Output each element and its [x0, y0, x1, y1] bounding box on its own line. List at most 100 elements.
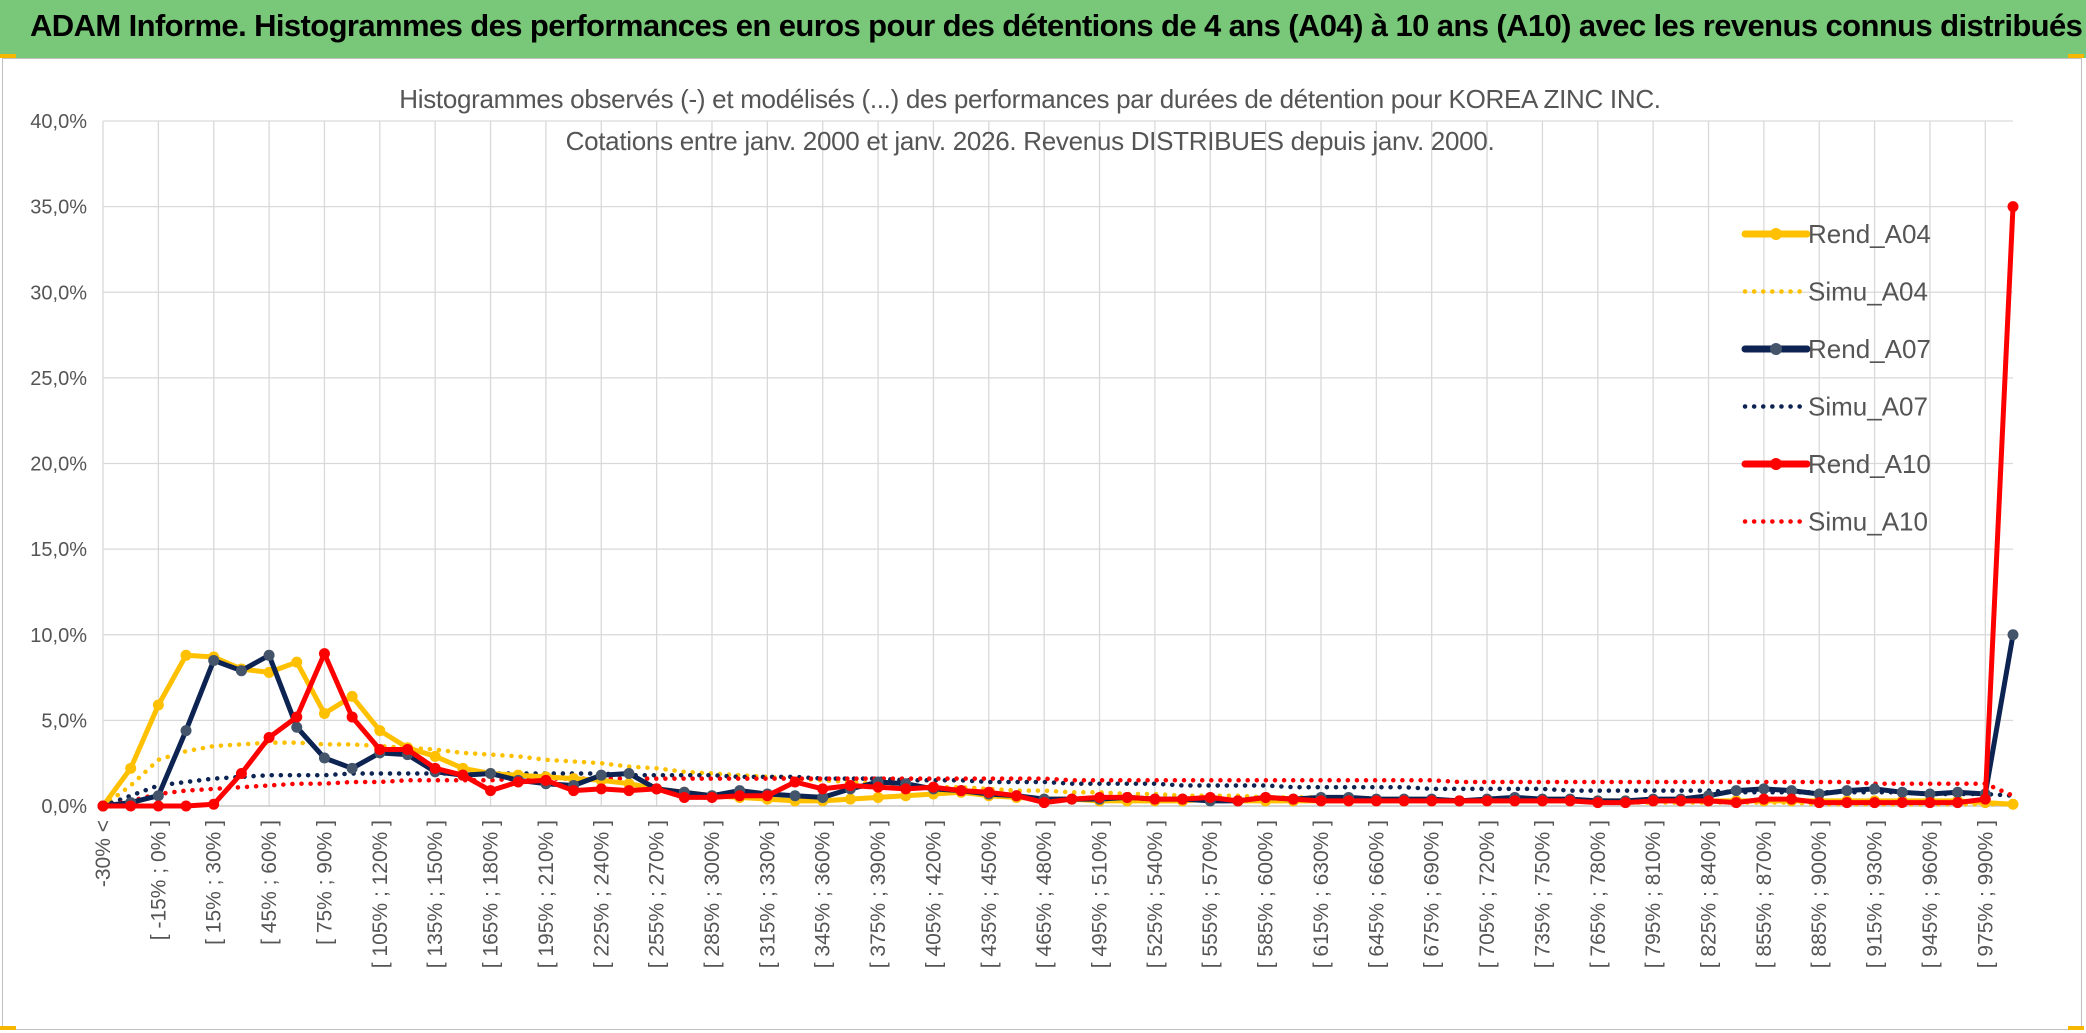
data-point-rend_a07: [152, 790, 164, 802]
x-tick-label: [ 435% ; 450% ]: [978, 820, 1001, 968]
data-point-rend_a07: [1952, 786, 1964, 798]
data-point-rend_a10: [872, 781, 884, 793]
legend-marker: [1770, 228, 1782, 240]
data-point-rend_a10: [844, 779, 856, 791]
data-point-rend_a07: [623, 767, 635, 779]
data-point-rend_a07: [235, 665, 247, 677]
x-tick-label: [ 975% ; 990% ]: [1974, 820, 1997, 968]
frame-corner: [0, 54, 16, 58]
data-point-rend_a10: [1675, 795, 1687, 807]
legend-marker: [1770, 343, 1782, 355]
legend-label: Rend_A10: [1808, 449, 1931, 479]
data-point-rend_a04: [291, 656, 303, 668]
data-point-rend_a10: [1038, 797, 1050, 809]
x-tick-label: [ 15% ; 30% ]: [203, 820, 226, 945]
data-point-rend_a07: [485, 767, 497, 779]
data-point-rend_a07: [318, 752, 330, 764]
data-point-rend_a07: [180, 725, 192, 737]
x-tick-label: -30% <: [92, 820, 115, 887]
x-tick-label: [ 345% ; 360% ]: [812, 820, 835, 968]
x-tick-label: [ 255% ; 270% ]: [646, 820, 669, 968]
legend-label: Simu_A10: [1808, 507, 1928, 537]
data-point-rend_a10: [568, 785, 580, 797]
data-point-rend_a10: [512, 776, 524, 788]
data-point-rend_a10: [1204, 791, 1216, 803]
data-point-rend_a10: [1066, 793, 1078, 805]
data-point-rend_a04: [318, 708, 330, 720]
data-point-rend_a07: [208, 654, 220, 666]
x-tick-label: [ 165% ; 180% ]: [480, 820, 503, 968]
x-tick-label: [ 285% ; 300% ]: [701, 820, 724, 968]
chart-title: Histogrammes observés (-) et modélisés (…: [399, 84, 1661, 114]
y-tick-label: 15,0%: [30, 539, 87, 561]
frame-corner: [2068, 1026, 2084, 1030]
data-point-rend_a04: [263, 666, 275, 678]
data-point-rend_a10: [346, 711, 358, 723]
data-point-rend_a07: [1786, 785, 1798, 797]
data-point-rend_a07: [291, 721, 303, 733]
x-tick-label: [ 795% ; 810% ]: [1642, 820, 1665, 968]
data-point-rend_a10: [1426, 795, 1438, 807]
y-axis: 0,0% 5,0% 10,0% 15,0% 20,0% 25,0% 30,0% 35,0% 40…: [30, 111, 87, 818]
data-point-rend_a10: [1952, 797, 1964, 809]
data-point-rend_a10: [789, 776, 801, 788]
data-point-rend_a10: [1370, 795, 1382, 807]
data-point-rend_a04: [152, 699, 164, 711]
data-point-rend_a10: [152, 800, 164, 812]
data-point-rend_a10: [1786, 793, 1798, 805]
data-point-rend_a10: [1564, 795, 1576, 807]
data-point-rend_a10: [983, 786, 995, 798]
data-point-rend_a10: [180, 800, 192, 812]
y-tick-label: 5,0%: [41, 710, 87, 732]
data-point-rend_a10: [1315, 795, 1327, 807]
data-point-rend_a07: [1813, 788, 1825, 800]
data-point-rend_a04: [429, 750, 441, 762]
x-tick-label: [ 405% ; 420% ]: [922, 820, 945, 968]
data-point-rend_a04: [844, 793, 856, 805]
data-point-rend_a10: [706, 791, 718, 803]
data-point-rend_a10: [429, 762, 441, 774]
data-point-rend_a07: [346, 762, 358, 774]
data-point-rend_a10: [1592, 797, 1604, 809]
data-point-rend_a10: [1979, 793, 1991, 805]
data-point-rend_a10: [125, 800, 137, 812]
data-point-rend_a10: [1343, 795, 1355, 807]
x-tick-label: [ 765% ; 780% ]: [1587, 820, 1610, 968]
data-point-rend_a10: [1121, 791, 1133, 803]
data-point-rend_a10: [457, 769, 469, 781]
x-tick-label: [ 915% ; 930% ]: [1864, 820, 1887, 968]
data-point-rend_a10: [1260, 791, 1272, 803]
data-point-rend_a10: [900, 783, 912, 795]
data-point-rend_a10: [595, 783, 607, 795]
y-tick-label: 30,0%: [30, 282, 87, 304]
x-tick-label: [ 105% ; 120% ]: [369, 820, 392, 968]
series-group: [97, 201, 2019, 812]
y-tick-label: 10,0%: [30, 625, 87, 647]
data-point-rend_a04: [346, 690, 358, 702]
data-point-rend_a10: [1647, 795, 1659, 807]
data-point-rend_a07: [1869, 783, 1881, 795]
y-tick-label: 0,0%: [41, 796, 87, 818]
data-point-rend_a10: [1758, 793, 1770, 805]
series-line-rend_a10: [100, 204, 2016, 809]
frame-corner: [2068, 54, 2084, 58]
legend-label: Rend_A07: [1808, 334, 1931, 364]
data-point-rend_a10: [623, 785, 635, 797]
data-point-rend_a10: [1149, 793, 1161, 805]
data-point-rend_a10: [401, 743, 413, 755]
data-point-rend_a10: [761, 790, 773, 802]
x-tick-label: [ 375% ; 390% ]: [867, 820, 890, 968]
x-tick-label: [ -15% ; 0% ]: [147, 820, 170, 940]
data-point-rend_a10: [1177, 793, 1189, 805]
y-tick-label: 40,0%: [30, 111, 87, 133]
data-point-rend_a07: [1924, 788, 1936, 800]
data-point-rend_a10: [263, 732, 275, 743]
x-tick-label: [ 645% ; 660% ]: [1365, 820, 1388, 968]
x-tick-label: [ 555% ; 570% ]: [1199, 820, 1222, 968]
x-tick-label: [ 855% ; 870% ]: [1753, 820, 1776, 968]
data-point-rend_a07: [1841, 785, 1853, 797]
data-point-rend_a10: [1481, 795, 1493, 807]
data-point-rend_a10: [1453, 795, 1465, 807]
data-point-rend_a10: [651, 783, 663, 795]
